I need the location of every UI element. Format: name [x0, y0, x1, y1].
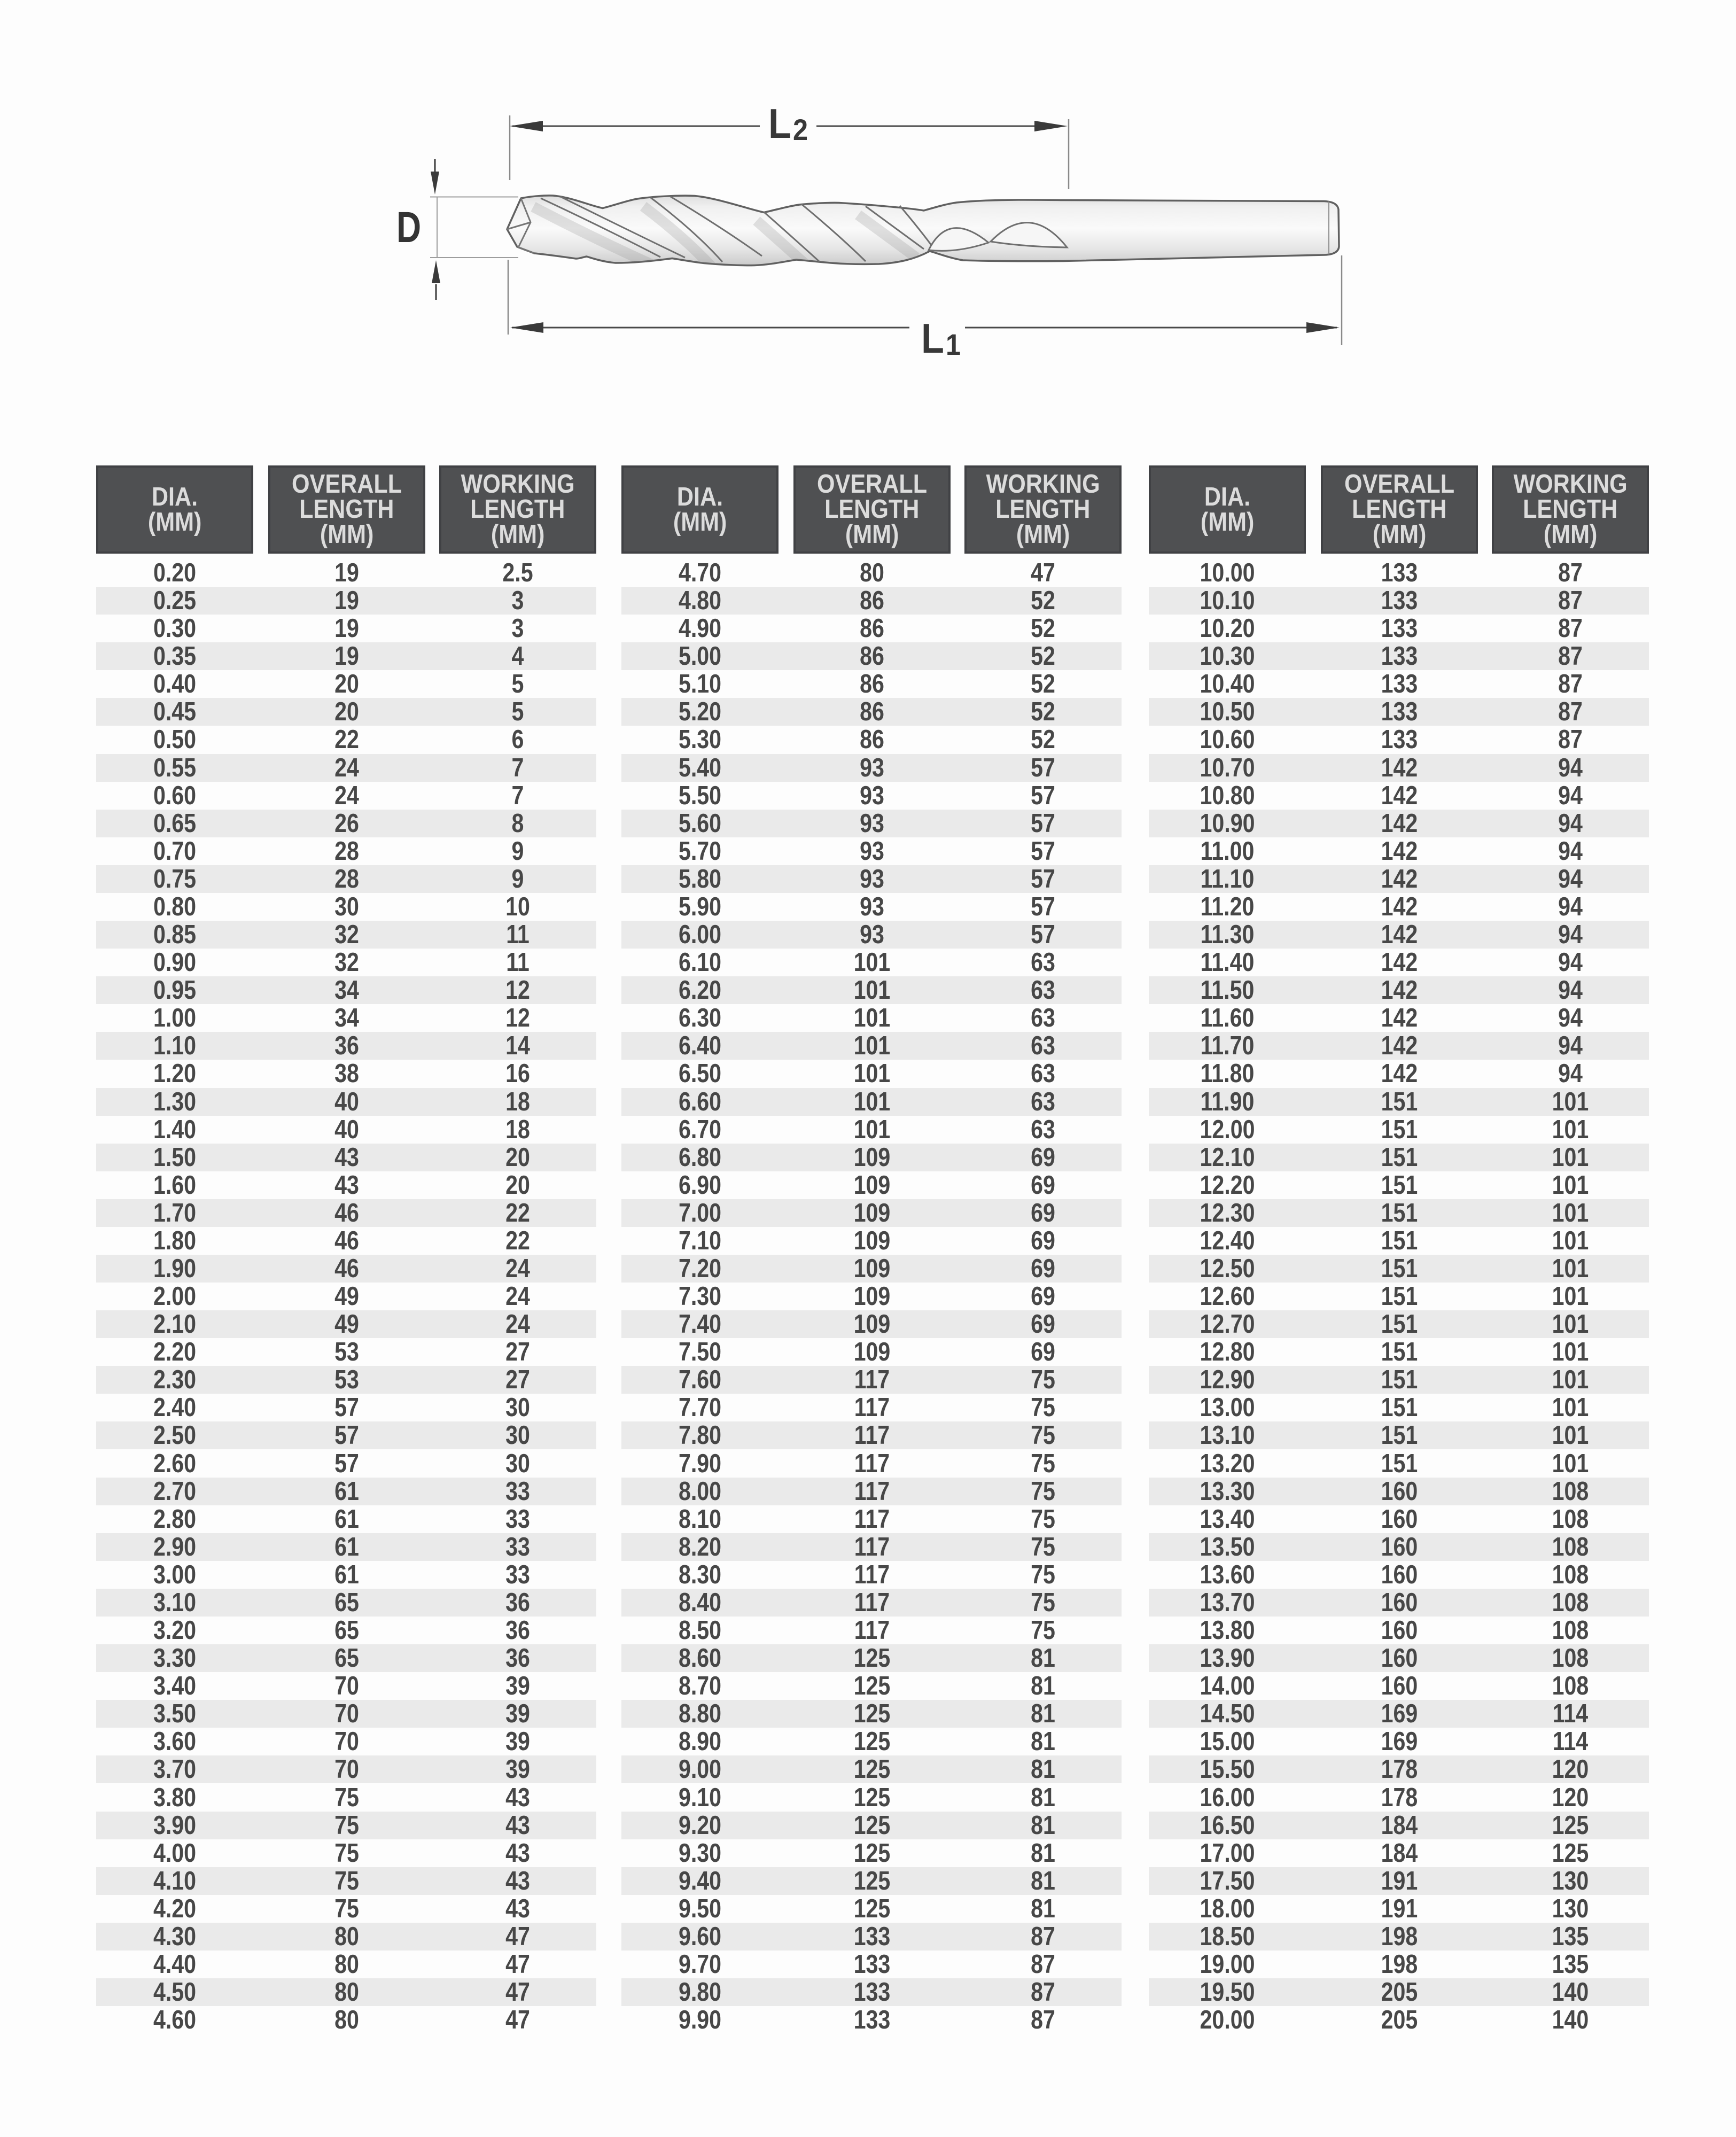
svg-text:1: 1 — [946, 329, 961, 362]
svg-text:L: L — [921, 315, 944, 362]
svg-text:D: D — [396, 202, 421, 252]
svg-text:2: 2 — [793, 114, 808, 147]
svg-text:L: L — [768, 100, 791, 147]
